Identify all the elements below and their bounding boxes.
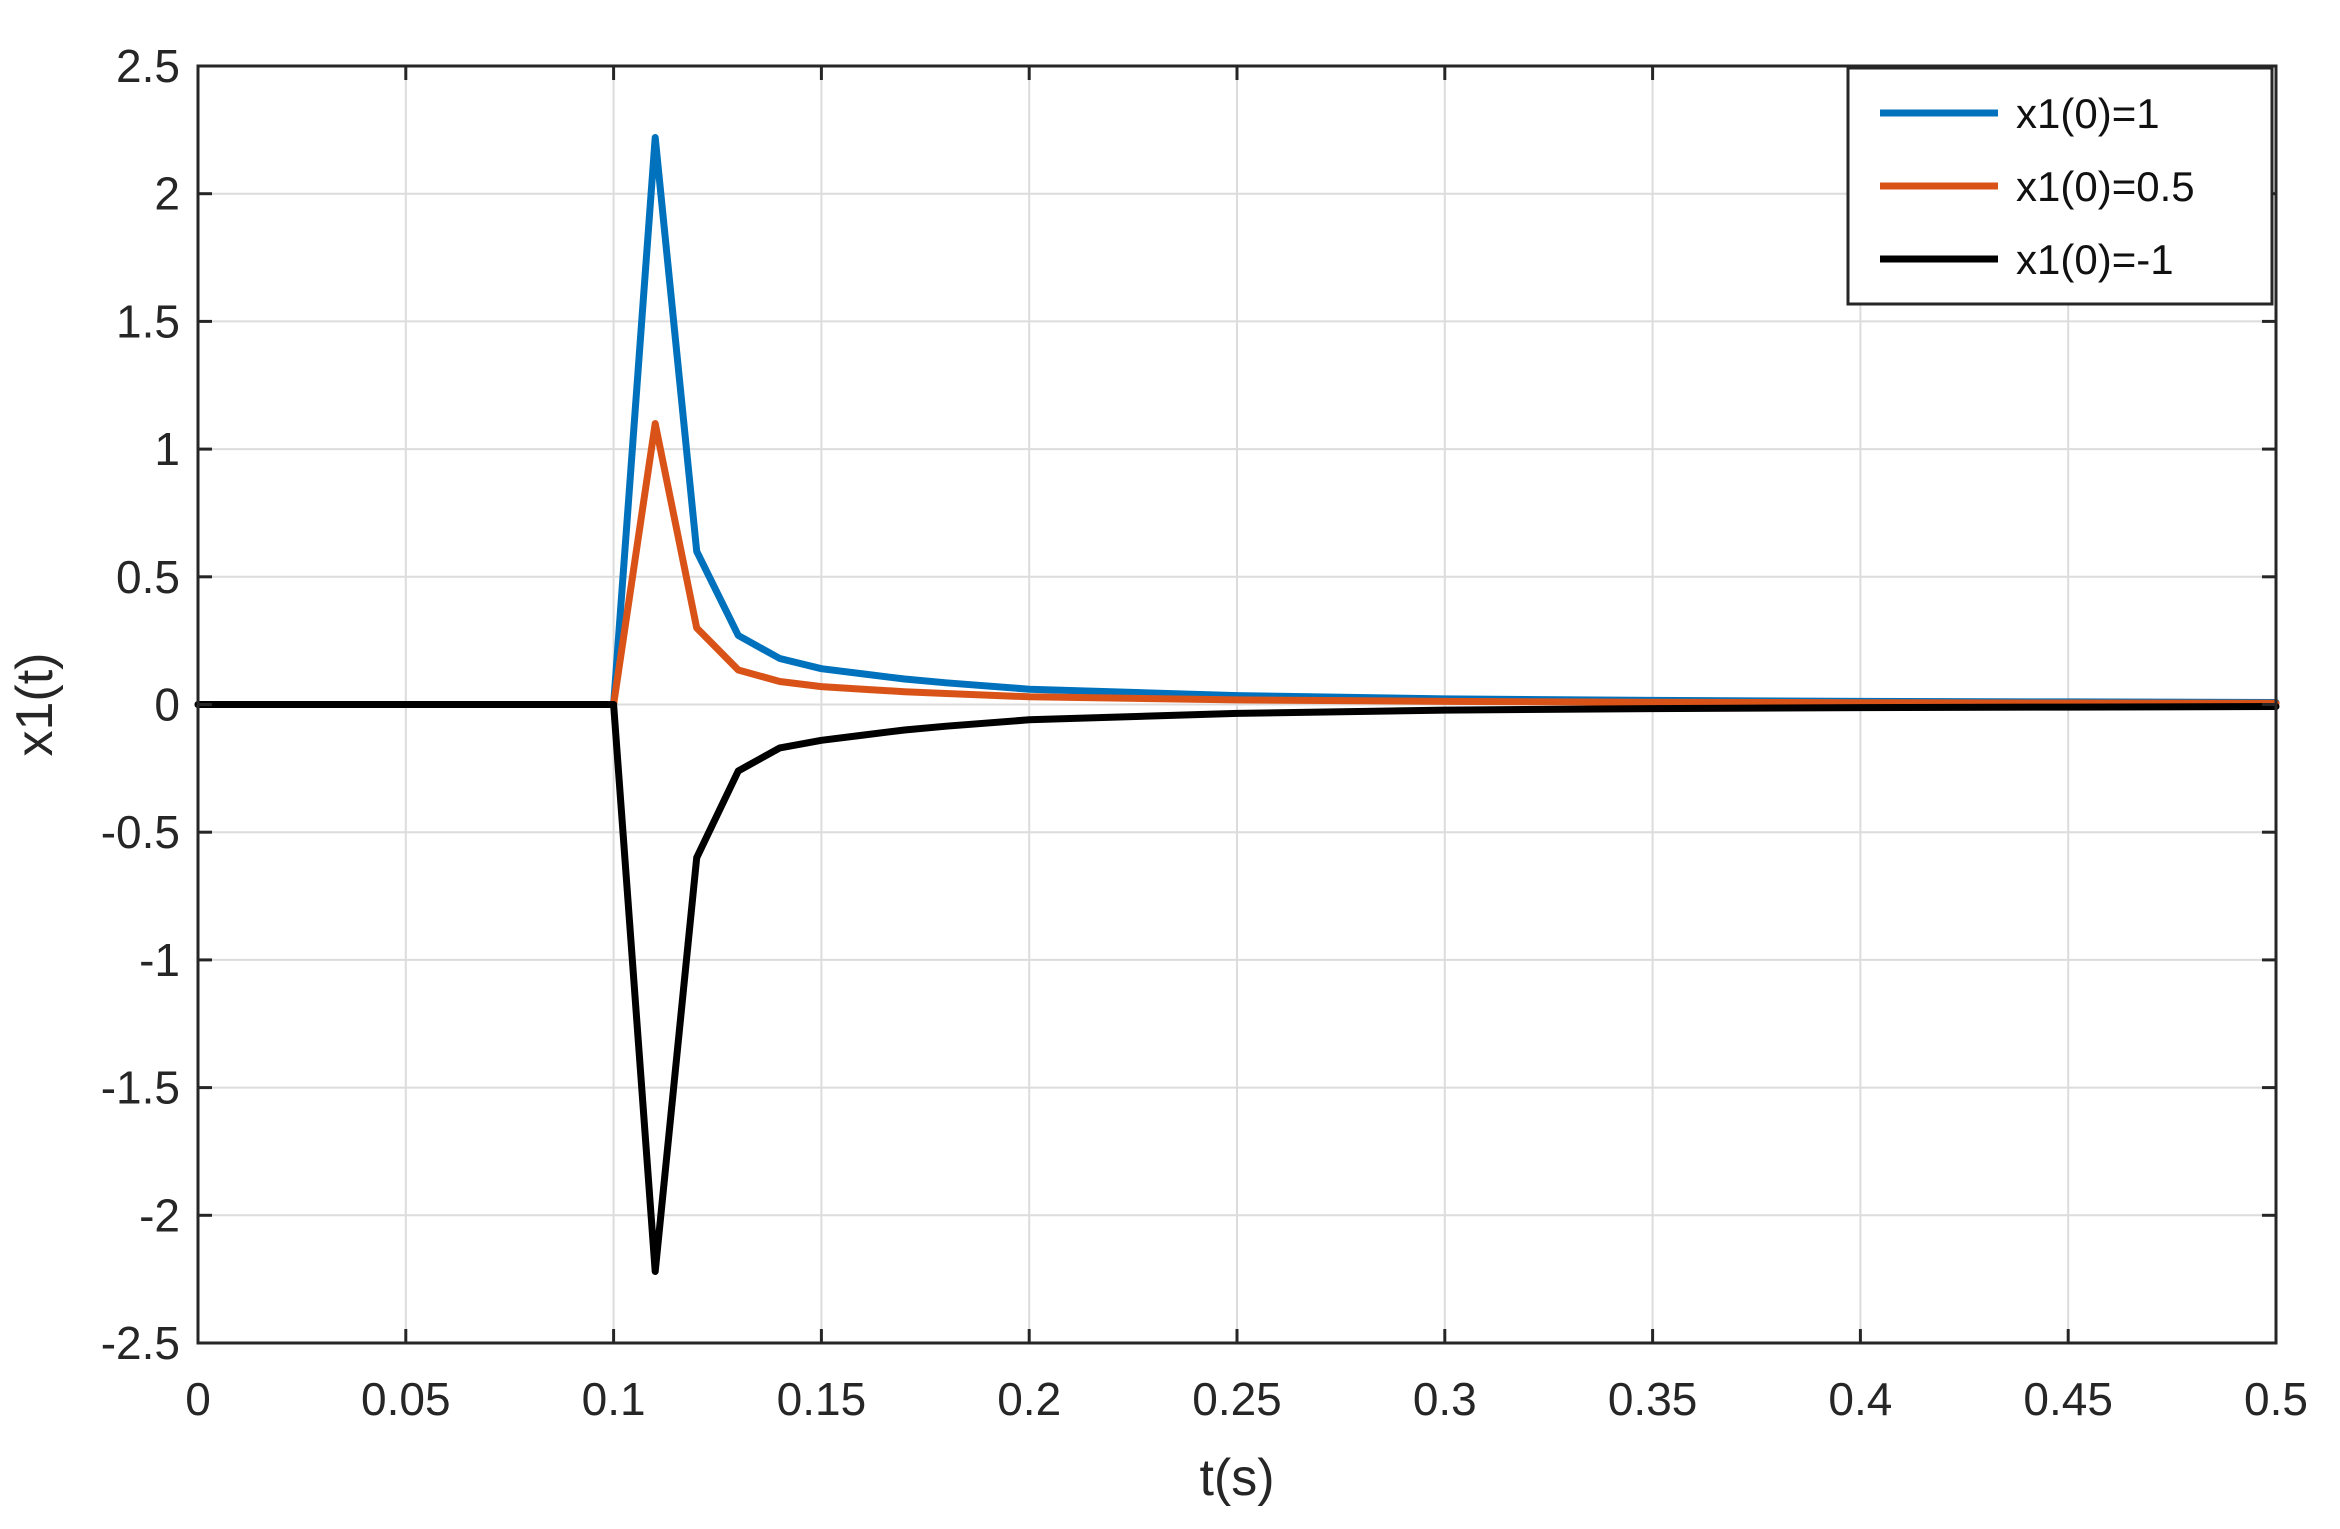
- y-tick-label: -2.5: [101, 1317, 180, 1369]
- legend: x1(0)=1 x1(0)=0.5 x1(0)=-1: [1846, 66, 2274, 306]
- legend-label-3: x1(0)=-1: [2016, 236, 2174, 283]
- x-tick-label: 0: [185, 1373, 211, 1425]
- legend-label-1: x1(0)=1: [2016, 90, 2160, 137]
- x-axis-title: t(s): [1199, 1449, 1274, 1507]
- legend-box: [1846, 66, 2274, 306]
- x-tick-label: 0.45: [2023, 1373, 2113, 1425]
- y-tick-label: -1: [139, 934, 180, 986]
- x-tick-label: 0.5: [2244, 1373, 2308, 1425]
- x-tick-label: 0.2: [997, 1373, 1061, 1425]
- y-tick-label: 1.5: [116, 295, 180, 347]
- x-tick-label: 0.25: [1192, 1373, 1282, 1425]
- x-tick-label: 0.35: [1608, 1373, 1698, 1425]
- series-line-2: [194, 420, 2280, 708]
- y-tick-label: 1: [154, 423, 180, 475]
- series-lines: [194, 134, 2280, 1275]
- x-tick-label: 0.05: [361, 1373, 451, 1425]
- x-tick-label: 0.3: [1413, 1373, 1477, 1425]
- series-line-3: [194, 701, 2280, 1275]
- axis-ticks: 0 0.05 0.1 0.15 0.2 0.25 0.3 0.35 0.4 0.45 0.5 -2.5…: [101, 40, 2308, 1425]
- x-tick-label: 0.15: [777, 1373, 867, 1425]
- y-tick-label: -0.5: [101, 806, 180, 858]
- y-axis-title: x1(t): [6, 653, 64, 757]
- legend-label-2: x1(0)=0.5: [2016, 163, 2195, 210]
- y-tick-label: 2.5: [116, 40, 180, 92]
- x-tick-label: 0.4: [1828, 1373, 1892, 1425]
- y-tick-label: 2: [154, 168, 180, 220]
- y-tick-label: 0.5: [116, 551, 180, 603]
- y-tick-label: -1.5: [101, 1062, 180, 1114]
- y-tick-label: -2: [139, 1189, 180, 1241]
- x-tick-label: 0.1: [582, 1373, 646, 1425]
- y-tick-label: 0: [154, 679, 180, 731]
